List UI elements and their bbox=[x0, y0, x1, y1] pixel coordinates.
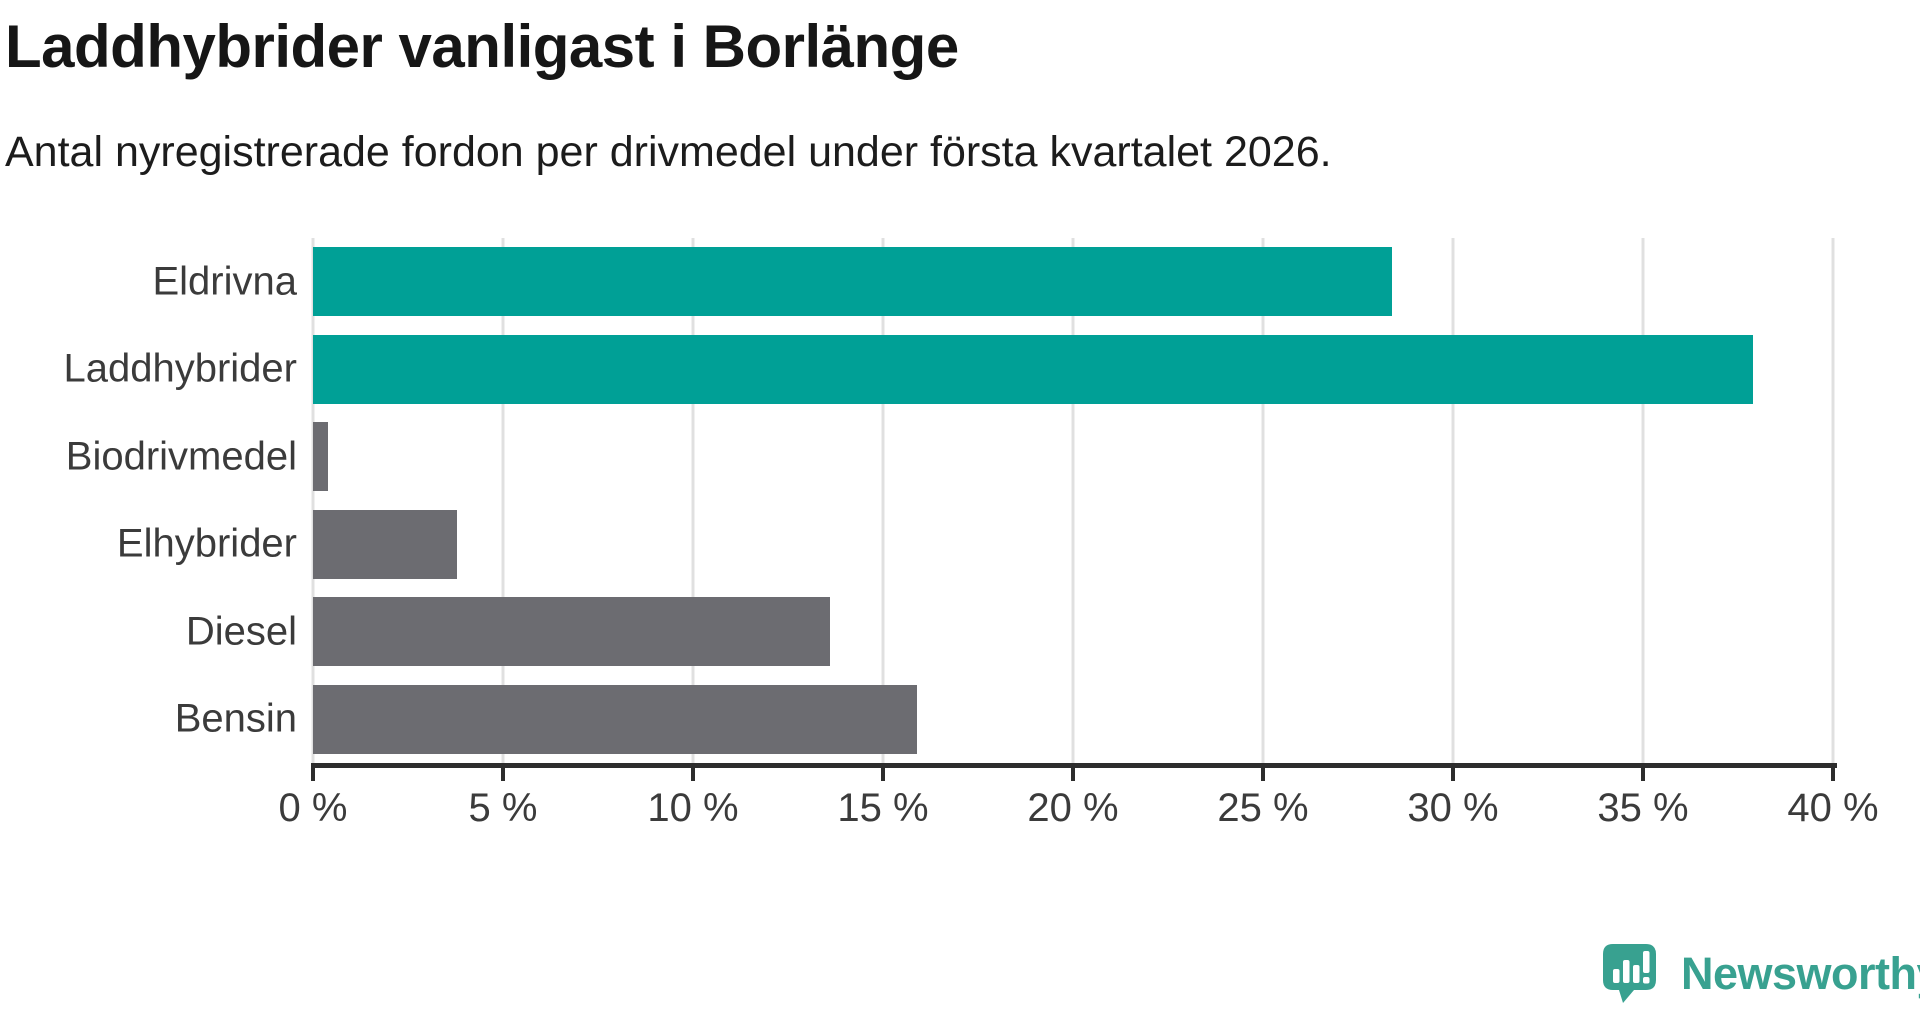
plot-area bbox=[311, 238, 1835, 763]
category-label-eldrivna: Eldrivna bbox=[152, 259, 297, 304]
xtick-15 bbox=[881, 768, 885, 781]
xtick-label-30: 30 % bbox=[1407, 786, 1499, 830]
category-label-diesel: Diesel bbox=[185, 609, 297, 654]
xtick-25 bbox=[1261, 768, 1265, 781]
gridline-15 bbox=[881, 238, 885, 763]
xtick-label-10: 10 % bbox=[647, 786, 739, 830]
chart-title: Laddhybrider vanligast i Borlänge bbox=[5, 13, 959, 80]
xtick-5 bbox=[501, 768, 505, 781]
xtick-30 bbox=[1451, 768, 1455, 781]
newsworthy-logo-icon bbox=[1603, 944, 1656, 1003]
xtick-35 bbox=[1641, 768, 1645, 781]
xtick-label-40: 40 % bbox=[1787, 786, 1879, 830]
category-label-biodrivmedel: Biodrivmedel bbox=[65, 434, 297, 479]
bar-biodrivmedel bbox=[313, 422, 329, 492]
gridline-5 bbox=[501, 238, 505, 763]
bar-elhybrider bbox=[313, 509, 458, 579]
xtick-label-15: 15 % bbox=[837, 786, 929, 830]
category-label-laddhybrider: Laddhybrider bbox=[63, 346, 298, 391]
bar-bensin bbox=[313, 684, 918, 754]
newsworthy-logo: Newsworthy bbox=[1603, 944, 1920, 1004]
xtick-10 bbox=[691, 768, 695, 781]
gridline-35 bbox=[1641, 238, 1645, 763]
bar-laddhybrider bbox=[313, 334, 1754, 404]
xtick-label-35: 35 % bbox=[1597, 786, 1689, 830]
xtick-label-20: 20 % bbox=[1027, 786, 1119, 830]
gridline-40 bbox=[1831, 238, 1835, 763]
xtick-20 bbox=[1071, 768, 1075, 781]
xtick-label-25: 25 % bbox=[1217, 786, 1309, 830]
xtick-label-0: 0 % bbox=[278, 786, 348, 830]
xtick-0 bbox=[311, 768, 315, 781]
xtick-40 bbox=[1831, 768, 1835, 781]
newsworthy-logo-text: Newsworthy bbox=[1681, 948, 1920, 999]
bar-diesel bbox=[313, 597, 830, 667]
gridline-20 bbox=[1071, 238, 1075, 763]
gridline-10 bbox=[691, 238, 695, 763]
logo-chart-bars bbox=[1613, 951, 1650, 984]
x-axis-line bbox=[311, 763, 1837, 768]
xtick-label-5: 5 % bbox=[468, 786, 538, 830]
bar-eldrivna bbox=[313, 247, 1393, 317]
gridline-30 bbox=[1451, 238, 1455, 763]
category-label-elhybrider: Elhybrider bbox=[116, 521, 297, 566]
gridline-25 bbox=[1261, 238, 1265, 763]
chart-subtitle: Antal nyregistrerade fordon per drivmede… bbox=[5, 128, 1332, 176]
gridline-0 bbox=[311, 238, 315, 763]
y-axis-labels: Eldrivna Laddhybrider Biodrivmedel Elhybrid… bbox=[0, 238, 298, 763]
category-label-bensin: Bensin bbox=[174, 696, 297, 741]
